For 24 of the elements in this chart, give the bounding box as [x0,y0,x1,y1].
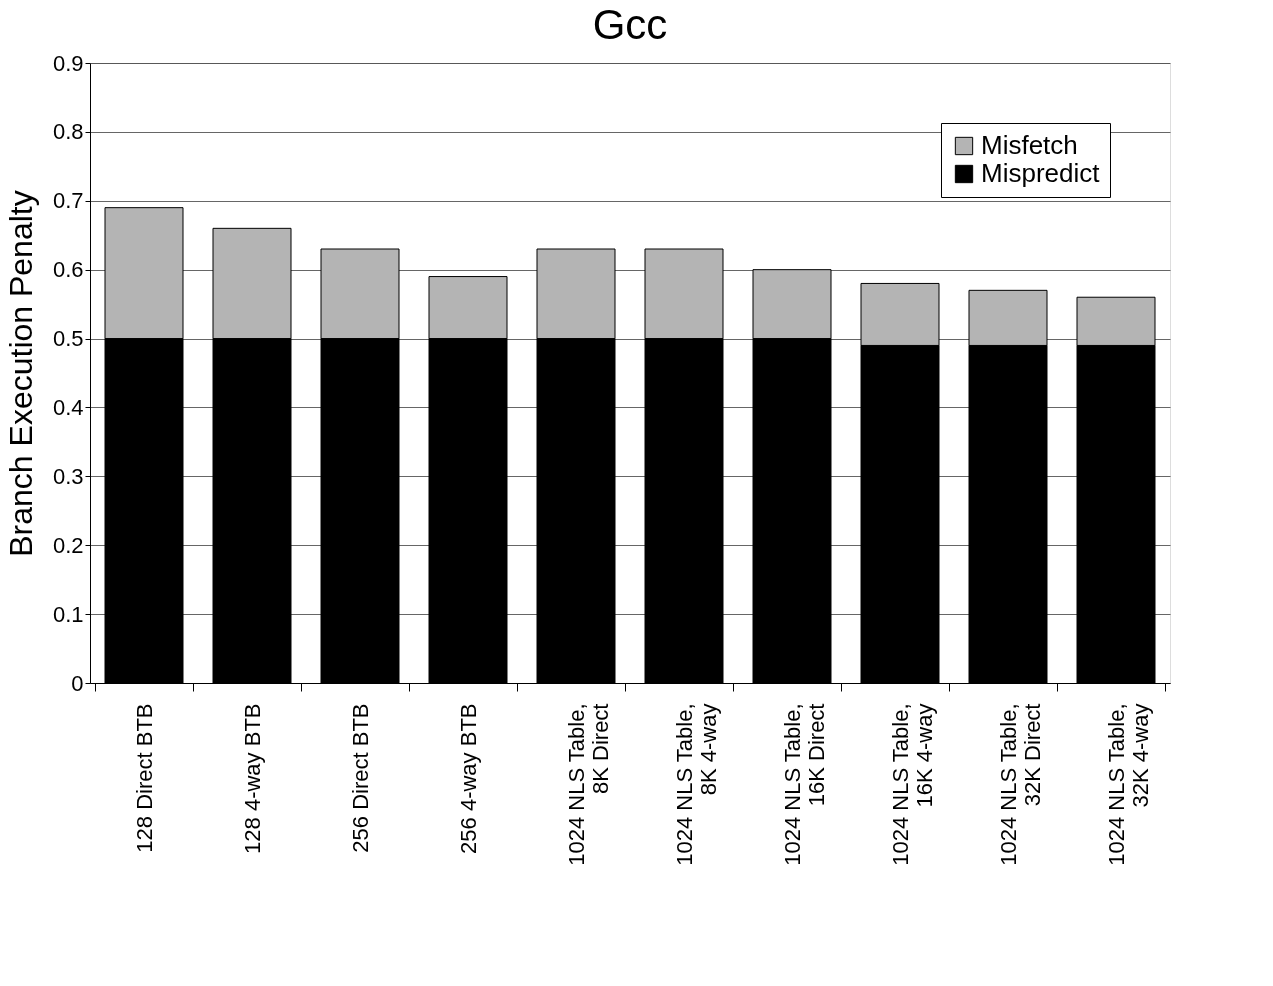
x-tick-label: 128 Direct BTB [131,703,157,853]
x-tick-label: 1024 NLS Table, 32K Direct [995,703,1045,866]
y-tick-label: 0.1 [52,601,84,627]
legend-label: Misfetch [981,130,1078,160]
chart-title: Gcc [592,1,668,48]
y-tick-label: 0.9 [52,50,84,76]
x-tick-label: 1024 NLS Table, 8K 4-way [671,703,721,866]
y-tick-label: 0.3 [52,463,84,489]
y-tick-label: 0 [71,670,84,696]
y-tick-label: 0.6 [52,257,84,283]
x-tick-label: 1024 NLS Table, 16K Direct [779,703,829,866]
y-tick-label: 0.4 [52,394,84,420]
y-axis-title: Branch Execution Penalty [2,190,39,557]
y-tick-label: 0.7 [52,188,84,214]
legend-label: Mispredict [981,158,1101,188]
x-tick-label: 1024 NLS Table, 16K 4-way [887,703,937,866]
x-tick-label: 1024 NLS Table, 32K 4-way [1103,703,1153,866]
y-tick-label: 0.2 [52,532,84,558]
x-tick-label: 128 4-way BTB [239,703,265,854]
y-tick-label: 0.8 [52,119,84,145]
y-tick-label: 0.5 [52,326,84,352]
x-tick-label: 256 4-way BTB [455,703,481,854]
x-tick-label: 1024 NLS Table, 8K Direct [563,703,613,866]
x-tick-label: 256 Direct BTB [347,703,373,853]
